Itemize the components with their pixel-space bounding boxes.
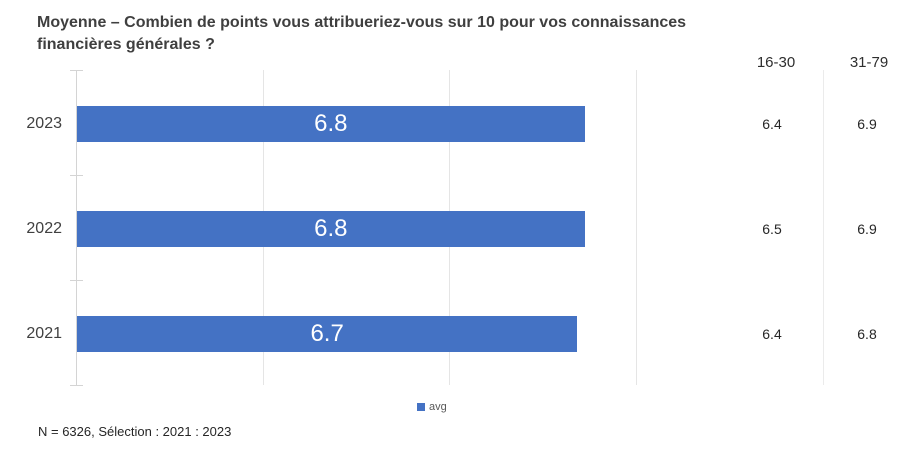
axis-tick [70, 385, 83, 386]
avg-bar-2022: 6.8 [77, 211, 585, 247]
avg-bar-2023: 6.8 [77, 106, 585, 142]
category-label-2022: 2022 [26, 220, 62, 237]
age-column-header-16-30: 16-30 [756, 54, 796, 71]
age-value-cell-2022-31-79: 6.9 [857, 221, 877, 237]
age-value-cell-2023-16-30: 6.4 [762, 116, 782, 132]
age-value-cell-2023-31-79: 6.9 [857, 116, 877, 132]
bar-value-label: 6.8 [314, 110, 348, 137]
y-axis-line [76, 70, 77, 385]
gridline [636, 70, 637, 385]
age-value-cell-2021-31-79: 6.8 [857, 326, 877, 342]
bar-value-label: 6.8 [314, 215, 348, 242]
table-column-divider [823, 70, 824, 385]
legend: avg [417, 401, 447, 413]
footnote: N = 6326, Sélection : 2021 : 2023 [38, 424, 232, 439]
legend-swatch-icon [417, 403, 425, 411]
age-value-cell-2022-16-30: 6.5 [762, 221, 782, 237]
age-column-header-31-79: 31-79 [849, 54, 889, 71]
category-label-2021: 2021 [26, 325, 62, 342]
axis-tick [70, 175, 83, 176]
bar-value-label: 6.7 [310, 320, 344, 347]
axis-tick [70, 70, 83, 71]
chart-title: Moyenne – Combien de points vous attribu… [37, 14, 687, 53]
category-label-2023: 2023 [26, 115, 62, 132]
axis-tick [70, 280, 83, 281]
age-value-cell-2021-16-30: 6.4 [762, 326, 782, 342]
avg-bar-2021: 6.7 [77, 316, 578, 352]
legend-label: avg [429, 401, 447, 413]
